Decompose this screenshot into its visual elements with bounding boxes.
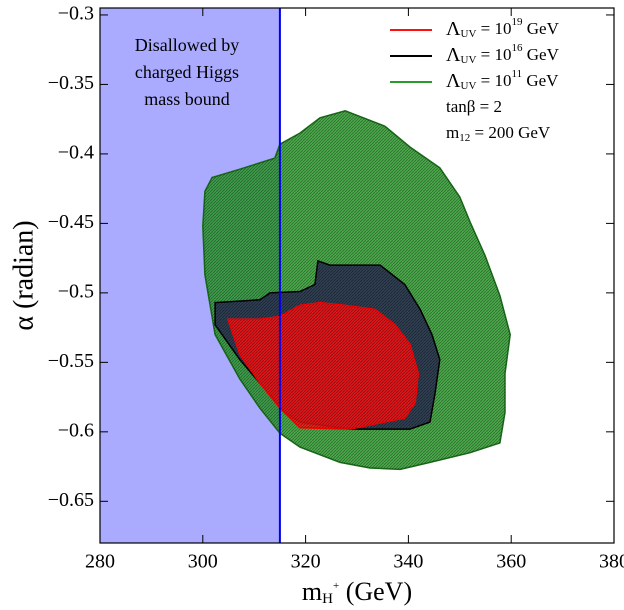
x-tick-label: 320 bbox=[291, 551, 321, 573]
annotation-rest: = 200 GeV bbox=[470, 123, 551, 142]
legend-base: Λ bbox=[446, 44, 461, 66]
legend-label: ΛUV = 1016 GeV bbox=[446, 42, 560, 66]
legend-label: ΛUV = 1011 GeV bbox=[446, 68, 559, 92]
y-tick-label: −0.5 bbox=[58, 280, 94, 302]
legend-unit: GeV bbox=[523, 45, 560, 64]
x-tick-label: 340 bbox=[393, 551, 423, 573]
legend-text: = 10 bbox=[476, 19, 511, 38]
annotation-base: m bbox=[446, 123, 459, 142]
x-tick-label: 360 bbox=[496, 551, 526, 573]
region-hatch bbox=[228, 302, 419, 430]
legend-sup: 16 bbox=[512, 42, 524, 54]
y-tick-label: −0.4 bbox=[58, 142, 94, 164]
legend-sup: 11 bbox=[512, 68, 523, 80]
legend-sub: UV bbox=[461, 28, 477, 40]
legend-unit: GeV bbox=[522, 71, 559, 90]
y-tick-label: −0.55 bbox=[48, 350, 94, 372]
x-tick-label: 280 bbox=[85, 551, 115, 573]
legend-text: = 10 bbox=[476, 45, 511, 64]
annotation: tanβ = 2 bbox=[446, 97, 502, 116]
x-label-rest: (GeV) bbox=[339, 577, 412, 606]
excluded-text: Disallowed by bbox=[135, 35, 239, 55]
x-label-sub: H bbox=[322, 591, 333, 607]
legend-base: Λ bbox=[446, 18, 461, 40]
x-label-base: m bbox=[302, 577, 322, 606]
y-tick-label: −0.3 bbox=[58, 3, 94, 25]
y-axis-label: α (radian) bbox=[8, 220, 39, 330]
y-tick-label: −0.6 bbox=[58, 419, 94, 441]
x-tick-label: 380 bbox=[599, 551, 624, 573]
legend-sup: 19 bbox=[512, 16, 524, 28]
y-tick-label: −0.45 bbox=[48, 211, 94, 233]
legend-base: Λ bbox=[446, 70, 461, 92]
x-tick-label: 300 bbox=[188, 551, 218, 573]
legend-text: = 10 bbox=[476, 71, 511, 90]
annotation: m12 = 200 GeV bbox=[446, 123, 551, 144]
y-tick-label: −0.65 bbox=[48, 489, 94, 511]
y-tick-label: −0.35 bbox=[48, 72, 94, 94]
legend-sub: UV bbox=[461, 54, 477, 66]
x-label-sup: + bbox=[333, 580, 339, 592]
excluded-text: charged Higgs bbox=[135, 62, 239, 82]
excluded-text: mass bound bbox=[144, 89, 230, 109]
annotation-sub: 12 bbox=[459, 132, 470, 144]
legend-label: ΛUV = 1019 GeV bbox=[446, 16, 560, 40]
x-axis-label: mH+ (GeV) bbox=[302, 577, 412, 607]
legend-sub: UV bbox=[461, 80, 477, 92]
plot-frame bbox=[99, 7, 615, 544]
legend-unit: GeV bbox=[523, 19, 560, 38]
